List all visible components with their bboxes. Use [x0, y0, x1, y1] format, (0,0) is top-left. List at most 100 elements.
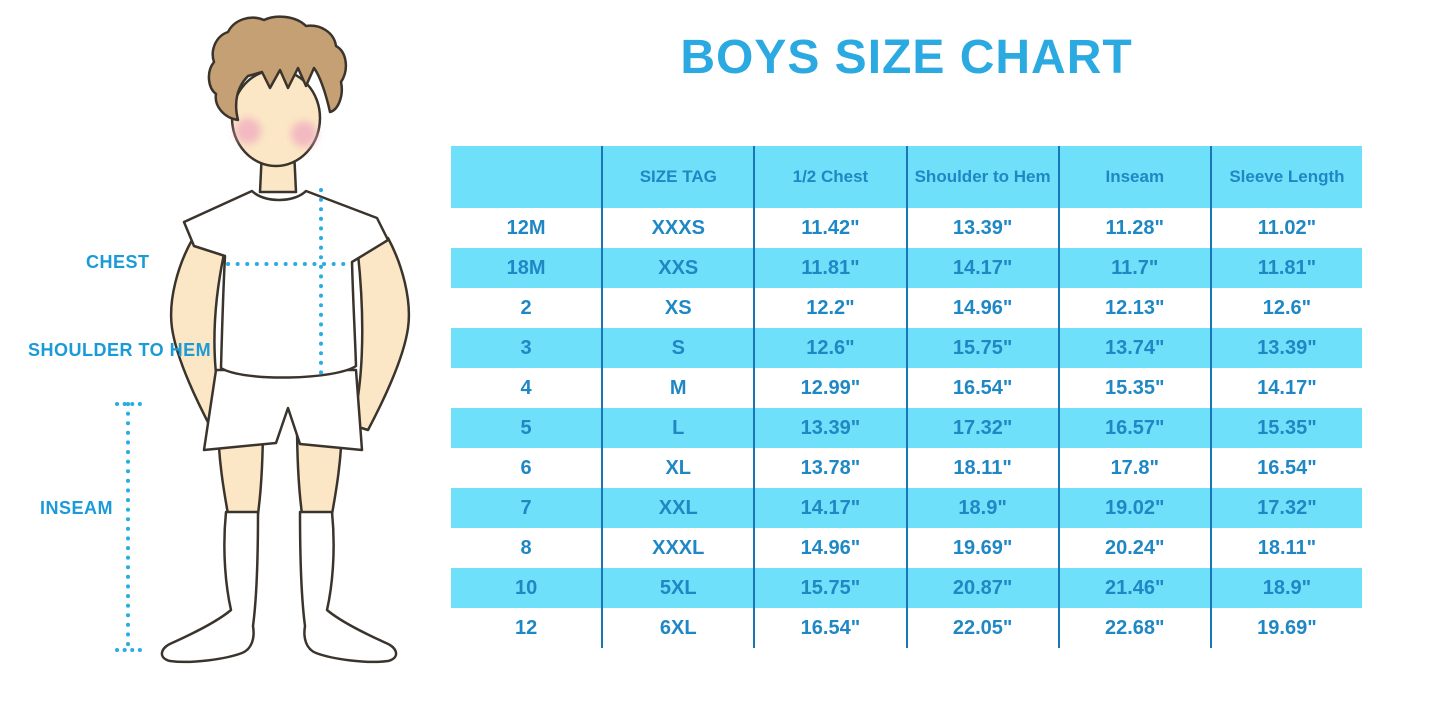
table-header-row: SIZE TAG 1/2 Chest Shoulder to Hem Insea… [451, 146, 1362, 208]
table-cell: XXXS [603, 208, 756, 248]
table-row: 5 L 13.39" 17.32" 16.57" 15.35" [451, 408, 1362, 448]
table-cell: 3 [451, 328, 604, 368]
table-cell: M [603, 368, 756, 408]
table-cell: L [603, 408, 756, 448]
table-cell: 13.39" [908, 208, 1060, 248]
table-cell: 14.17" [1257, 376, 1317, 399]
table-cell: 20.24" [1060, 528, 1212, 568]
boy-shorts [202, 368, 364, 452]
table-cell: 12.13" [1060, 288, 1212, 328]
table-cell: XL [603, 448, 756, 488]
boy-cheeks [235, 118, 317, 147]
table-cell: 17.32" [1257, 496, 1317, 519]
table-cell: 18.11" [908, 448, 1060, 488]
table-cell: 15.35" [1060, 368, 1212, 408]
table-body: 12M XXXS 11.42" 13.39" 11.28" 11.02" 18M XXS 11.… [451, 208, 1362, 648]
table-cell: 13.74" [1060, 328, 1212, 368]
table-cell: 7 [451, 488, 604, 528]
table-cell: XXS [603, 248, 756, 288]
table-cell: 6XL [603, 608, 756, 648]
table-cell: 16.57" [1060, 408, 1212, 448]
table-cell: 18M [451, 248, 604, 288]
table-cell: 8 [451, 528, 604, 568]
table-cell: 6 [451, 448, 604, 488]
table-cell: 14.17" [908, 248, 1060, 288]
table-row: 4 M 12.99" 16.54" 15.35" 14.17" [451, 368, 1362, 408]
boy-right-sock [298, 510, 398, 664]
table-cell: 10 [451, 568, 604, 608]
table-cell: 12.99" [755, 368, 908, 408]
table-cell: 12.2" [755, 288, 908, 328]
table-cell: 11.42" [755, 208, 908, 248]
table-cell: 19.02" [1060, 488, 1212, 528]
table-cell: 21.46" [1060, 568, 1212, 608]
table-row: 3 S 12.6" 15.75" 13.74" 13.39" [451, 328, 1362, 368]
table-cell: 20.87" [908, 568, 1060, 608]
table-cell: 14.96" [755, 528, 908, 568]
header-sleeve-length: Sleeve Length [1229, 166, 1345, 186]
table-cell: 12M [451, 208, 604, 248]
header-size-tag: SIZE TAG [603, 146, 756, 208]
boy-illustration [115, 15, 411, 664]
table-cell: 5XL [603, 568, 756, 608]
table-cell: 18.9" [1262, 576, 1312, 599]
table-cell: XXXL [603, 528, 756, 568]
table-cell: 12.6" [755, 328, 908, 368]
page-title: BOYS SIZE CHART [680, 31, 1133, 84]
table-cell: 19.69" [908, 528, 1060, 568]
table-cell: 17.8" [1060, 448, 1212, 488]
measurement-figure: CHEST SHOULDER TO HEM INSEAM [0, 0, 460, 723]
inseam-label: INSEAM [40, 498, 114, 518]
table-row: 10 5XL 15.75" 20.87" 21.46" 18.9" [451, 568, 1362, 608]
table-cell: 18.9" [908, 488, 1060, 528]
table-cell: 5 [451, 408, 604, 448]
table-cell: 15.75" [908, 328, 1060, 368]
header-half-chest: 1/2 Chest [755, 146, 908, 208]
table-cell: 11.7" [1060, 248, 1212, 288]
table-cell: 11.81" [755, 248, 908, 288]
table-row: 7 XXL 14.17" 18.9" 19.02" 17.32" [451, 488, 1362, 528]
table-cell: 12 [451, 608, 604, 648]
table-cell: XXL [603, 488, 756, 528]
header-blank [451, 146, 604, 208]
table-cell: 22.05" [908, 608, 1060, 648]
header-shoulder-to-hem: Shoulder to Hem [908, 146, 1060, 208]
table-cell: 14.96" [908, 288, 1060, 328]
table-cell: XS [603, 288, 756, 328]
table-row: 12M XXXS 11.42" 13.39" 11.28" 11.02" [451, 208, 1362, 248]
table-row: 12 6XL 16.54" 22.05" 22.68" 19.69" [451, 608, 1362, 648]
table-cell: 13.39" [1257, 336, 1317, 359]
boy-left-sock [160, 510, 260, 664]
boy-right-arm [350, 236, 411, 432]
table-cell: 12.6" [1262, 296, 1312, 319]
table-cell: 4 [451, 368, 604, 408]
boy-hair [207, 15, 348, 122]
table-cell: 19.69" [1257, 616, 1317, 639]
size-table: SIZE TAG 1/2 Chest Shoulder to Hem Insea… [451, 146, 1362, 648]
chest-label: CHEST [86, 252, 150, 272]
shoulder-to-hem-label: SHOULDER TO HEM [28, 340, 212, 360]
table-cell: 11.28" [1060, 208, 1212, 248]
table-cell: S [603, 328, 756, 368]
table-row: 2 XS 12.2" 14.96" 12.13" 12.6" [451, 288, 1362, 328]
table-cell: 17.32" [908, 408, 1060, 448]
table-cell: 18.11" [1257, 536, 1317, 559]
table-cell: 13.39" [755, 408, 908, 448]
table-cell: 22.68" [1060, 608, 1212, 648]
table-cell: 14.17" [755, 488, 908, 528]
table-row: 8 XXXL 14.96" 19.69" 20.24" 18.11" [451, 528, 1362, 568]
table-cell: 15.75" [755, 568, 908, 608]
table-cell: 16.54" [908, 368, 1060, 408]
table-cell: 2 [451, 288, 604, 328]
table-row: 18M XXS 11.81" 14.17" 11.7" 11.81" [451, 248, 1362, 288]
table-cell: 13.78" [755, 448, 908, 488]
header-inseam: Inseam [1060, 146, 1212, 208]
table-cell: 16.54" [1257, 456, 1317, 479]
table-cell: 11.81" [1257, 256, 1317, 279]
table-cell: 11.02" [1257, 216, 1317, 239]
table-cell: 16.54" [755, 608, 908, 648]
boy-shirt [182, 189, 390, 379]
table-cell: 15.35" [1257, 416, 1317, 439]
table-row: 6 XL 13.78" 18.11" 17.8" 16.54" [451, 448, 1362, 488]
